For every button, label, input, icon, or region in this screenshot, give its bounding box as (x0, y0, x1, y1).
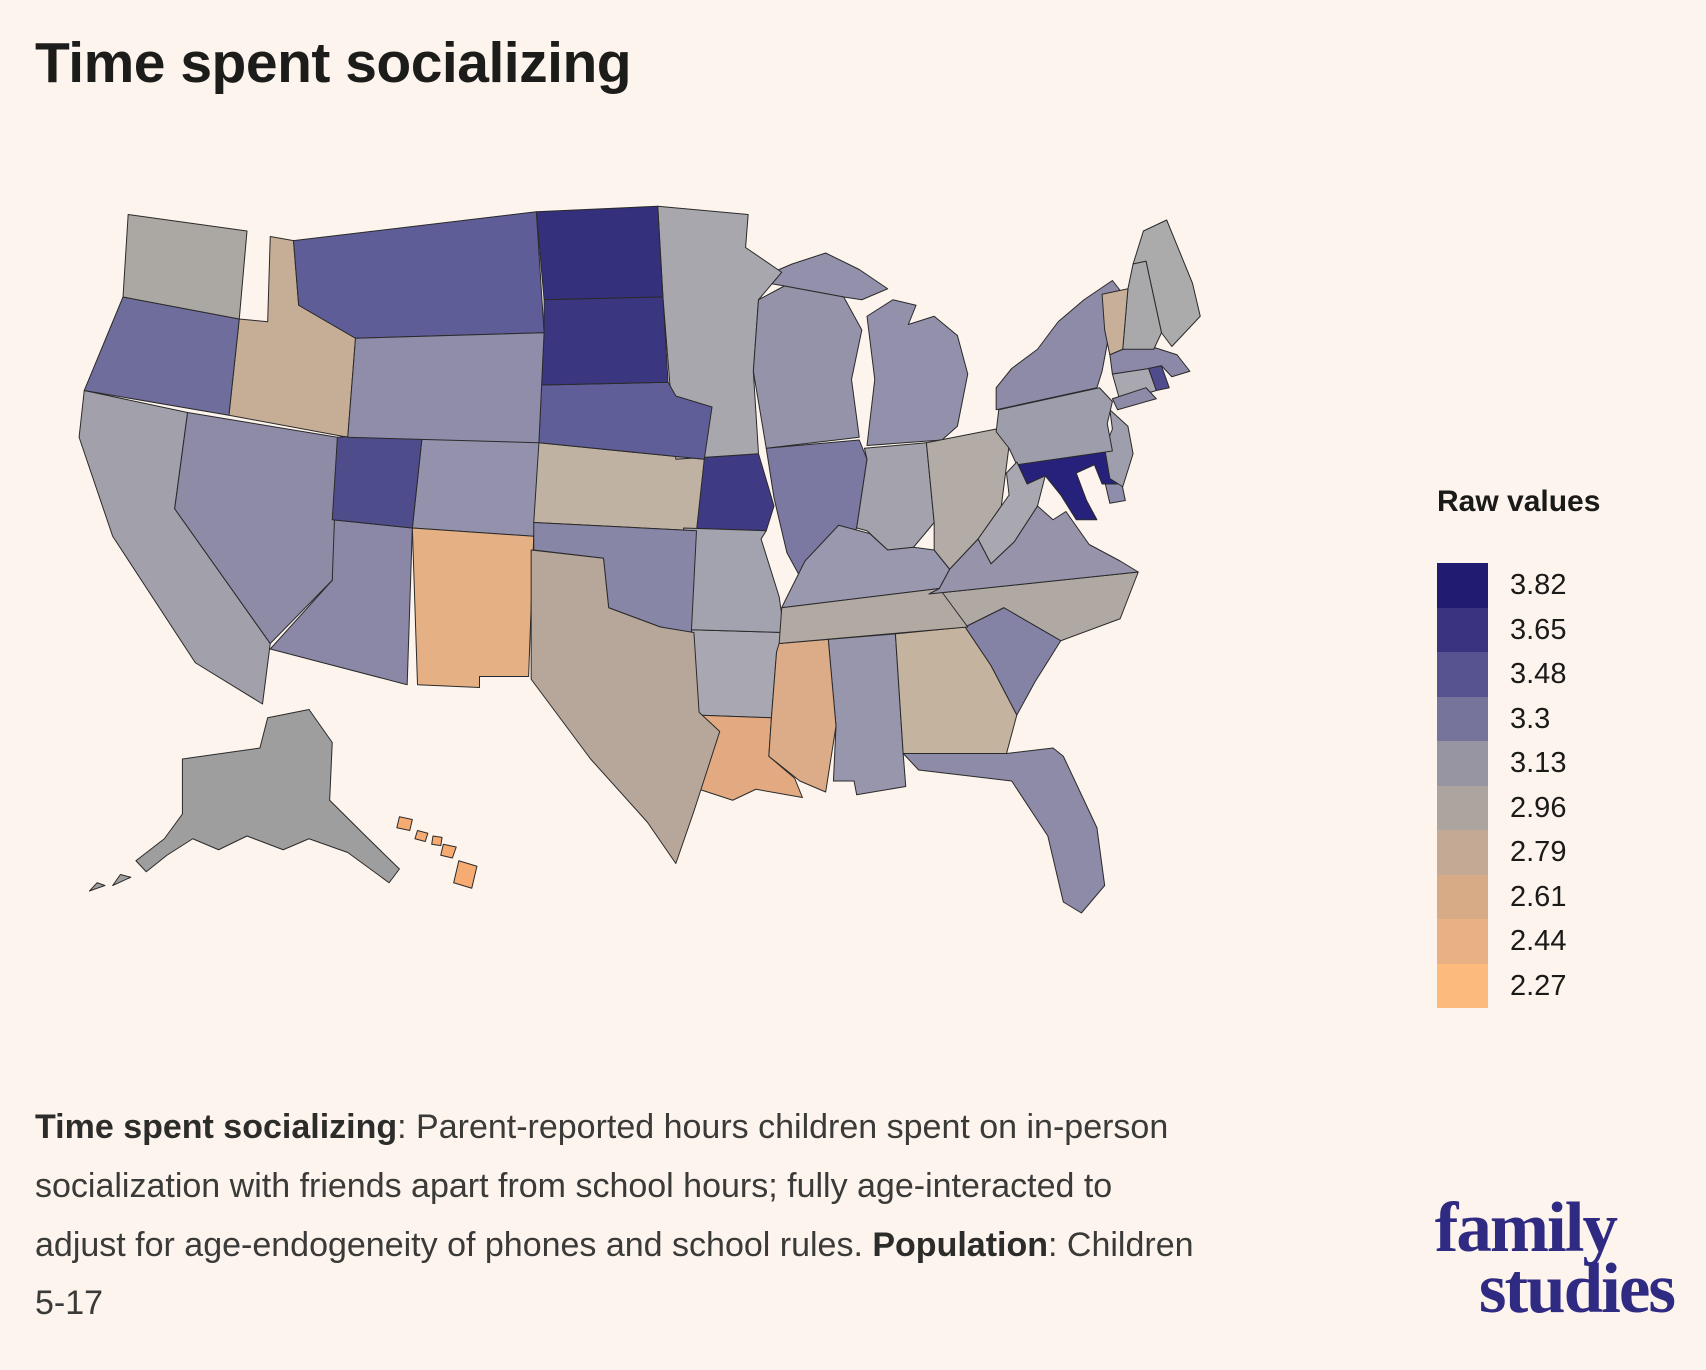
legend-label: 2.61 (1510, 880, 1567, 913)
state-sd[interactable]: South Dakota (542, 297, 669, 385)
state-wi[interactable]: Wisconsin (753, 286, 862, 448)
state-sc[interactable]: South Carolina (965, 608, 1061, 715)
legend-label: 3.65 (1510, 613, 1567, 646)
legend-label: 2.44 (1510, 925, 1567, 957)
legend: Raw values 3.82 3.65 3.48 3.3 3.13 2.96 2.79 2.… (1437, 485, 1677, 1008)
legend-item: 3.65 (1437, 607, 1677, 652)
legend-label: 2.96 (1510, 791, 1567, 824)
legend-item: 3.13 (1437, 741, 1677, 786)
caption-population-label: Population (872, 1225, 1049, 1264)
state-tn[interactable]: Tennessee (779, 589, 968, 644)
family-studies-logo: family studies (1434, 1189, 1676, 1328)
legend-label: 3.13 (1510, 747, 1567, 779)
state-ut[interactable]: Utah (332, 432, 422, 528)
legend-swatch (1437, 607, 1488, 652)
state-ar[interactable]: Arkansas (691, 630, 784, 718)
legend-swatch (1437, 874, 1488, 919)
legend-label: 2.27 (1510, 969, 1567, 1002)
caption-term: Time spent socializing (35, 1108, 398, 1146)
legend-swatch (1437, 785, 1488, 830)
legend-item: 3.48 (1437, 652, 1677, 697)
caption: Time spent socializing: Parent-reported … (35, 1098, 1195, 1333)
legend-item: 2.96 (1437, 785, 1677, 830)
state-hi[interactable]: Hawaii (397, 817, 477, 889)
legend-swatch (1437, 696, 1488, 741)
legend-label: 3.82 (1510, 569, 1567, 601)
state-co[interactable]: Colorado (412, 432, 541, 537)
state-ms[interactable]: Mississippi (769, 639, 836, 792)
caption-population-value: : Children 5-17 (35, 1225, 1194, 1323)
legend-label: 2.79 (1510, 836, 1567, 868)
state-pa[interactable]: Pennsylvania (996, 388, 1112, 465)
state-mo[interactable]: Missouri (684, 528, 785, 633)
state-fl[interactable]: Florida (903, 748, 1104, 913)
state-wa[interactable]: Washington (123, 215, 247, 320)
legend-label: 3.3 (1510, 702, 1551, 735)
state-nv[interactable]: Nevada (175, 413, 338, 644)
legend-swatch (1437, 919, 1488, 964)
legend-swatch (1437, 830, 1488, 875)
state-wy[interactable]: Wyoming (348, 333, 544, 443)
legend-swatch (1437, 963, 1488, 1008)
state-ri[interactable]: Rhode Island (1149, 366, 1170, 391)
legend-colorbar: 3.82 3.65 3.48 3.3 3.13 2.96 2.79 2.61 2.44 2.27 (1437, 563, 1677, 1008)
state-nd[interactable]: North Dakota (536, 206, 663, 300)
state-nm[interactable]: New Mexico (412, 528, 533, 688)
legend-item: 2.44 (1437, 919, 1677, 964)
legend-item: 2.61 (1437, 874, 1677, 919)
legend-swatch (1437, 652, 1488, 697)
legend-swatch (1437, 563, 1488, 608)
state-ak[interactable]: Alaska (89, 710, 399, 892)
state-tx[interactable]: Texas (531, 550, 720, 864)
state-mt[interactable]: Montana (294, 212, 545, 339)
legend-label: 3.48 (1510, 658, 1567, 690)
us-map-svg: AlaskaAlabamaArkansasArizonaCaliforniaCo… (30, 165, 1270, 1045)
state-wv[interactable]: West Virginia (978, 462, 1045, 564)
logo-line-family: family (1434, 1189, 1618, 1267)
state-al[interactable]: Alabama (828, 634, 906, 795)
state-vt[interactable]: Vermont (1102, 289, 1128, 355)
us-choropleth-map: AlaskaAlabamaArkansasArizonaCaliforniaCo… (30, 165, 1270, 1045)
state-nj[interactable]: New Jersey (1105, 410, 1133, 487)
caption-definition: : Parent-reported hours children spent o… (35, 1108, 1169, 1264)
legend-title: Raw values (1437, 485, 1601, 518)
logo-line-studies: studies (1478, 1250, 1676, 1328)
legend-item: 2.27 (1437, 963, 1677, 1008)
legend-item: 2.79 (1437, 830, 1677, 875)
page-title: Time spent socializing (35, 31, 632, 95)
legend-item: 3.3 (1437, 696, 1677, 741)
legend-item: 3.82 (1437, 563, 1677, 608)
legend-swatch (1437, 741, 1488, 786)
